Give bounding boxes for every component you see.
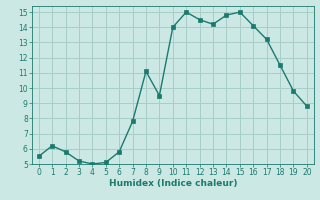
X-axis label: Humidex (Indice chaleur): Humidex (Indice chaleur) (108, 179, 237, 188)
